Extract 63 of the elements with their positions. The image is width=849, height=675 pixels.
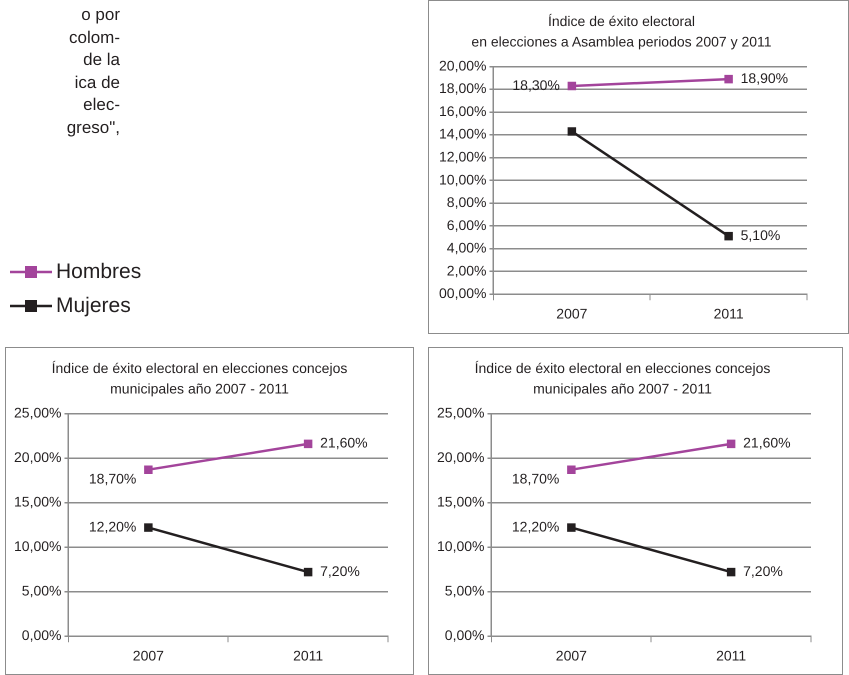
data-label: 18,30% [512,76,560,93]
text: colom- [68,26,120,48]
x-tick-label: 2011 [716,647,746,664]
x-tick-label: 2007 [556,305,588,322]
data-label: 5,10% [740,227,780,244]
x-tick-label: 2011 [293,647,324,664]
data-label: 12,20% [512,518,560,534]
y-tick-label: 10,00% [437,538,484,554]
data-label: 18,90% [740,70,788,86]
point [567,523,576,532]
point [726,568,736,576]
point [304,568,312,576]
chart-title: Índice de éxito electoral en elecciones concejos municipales año 2007 - 2011 [474,360,770,396]
y-tick-label: 20,00% [14,448,62,465]
point [144,465,153,474]
y-tick-label: 14,00% [439,126,486,142]
data-label: 7,20% [320,562,360,579]
y-tick-label: 0,00% [22,627,62,644]
y-tick-label: 25,00% [14,404,62,420]
y-tick-label: 6,00% [446,216,486,233]
y-tick-label: 0,00% [444,627,484,644]
legend-label: Hombres [56,260,142,283]
y-tick-label: 20,00% [439,57,486,74]
text: o por [80,4,120,26]
data-label: 21,60% [743,434,791,451]
point [726,440,736,448]
text: de la [82,49,120,71]
y-tick-label: 15,00% [437,494,484,510]
y-tick-label: 00,00% [439,285,486,302]
point [568,82,576,90]
x-tick-label: 2011 [714,305,744,322]
x-tick-label: 2007 [132,647,164,664]
y-tick-label: 10,00% [439,171,486,188]
y-tick-label: 10,00% [14,538,62,554]
chart-title: Índice de éxito electoral en elecciones a Asamblea periodos 2007 y 2011 [471,13,772,50]
point [568,127,576,136]
text: greso", [66,116,120,138]
y-tick-label: 25,00% [437,404,484,420]
data-label: 18,70% [88,470,136,487]
data-label: 18,70% [512,470,560,487]
chart-title: Índice de éxito electoral en elecciones concejos municipales año 2007 - 2011 [52,360,348,396]
x-tick-label: 2007 [556,647,588,664]
data-label: 21,60% [320,434,368,451]
y-tick-label: 5,00% [22,582,62,599]
data-label: 12,20% [88,518,136,534]
y-tick-label: 5,00% [444,582,484,599]
point [304,440,312,448]
point [567,465,576,474]
y-tick-label: 2,00% [446,262,486,278]
y-tick-label: 20,00% [437,448,484,465]
y-tick-label: 15,00% [14,494,62,510]
point [724,232,733,240]
legend-label: Mujeres [56,294,131,317]
y-tick-label: 16,00% [439,102,486,119]
text: ica de [74,72,120,94]
data-label: 7,20% [743,562,783,579]
y-tick-label: 4,00% [446,240,486,256]
point [144,523,153,532]
y-tick-label: 12,00% [439,148,486,164]
point [724,74,733,84]
y-tick-label: 18,00% [439,80,486,96]
text: elec- [82,94,120,116]
y-tick-label: 8,00% [446,194,486,210]
